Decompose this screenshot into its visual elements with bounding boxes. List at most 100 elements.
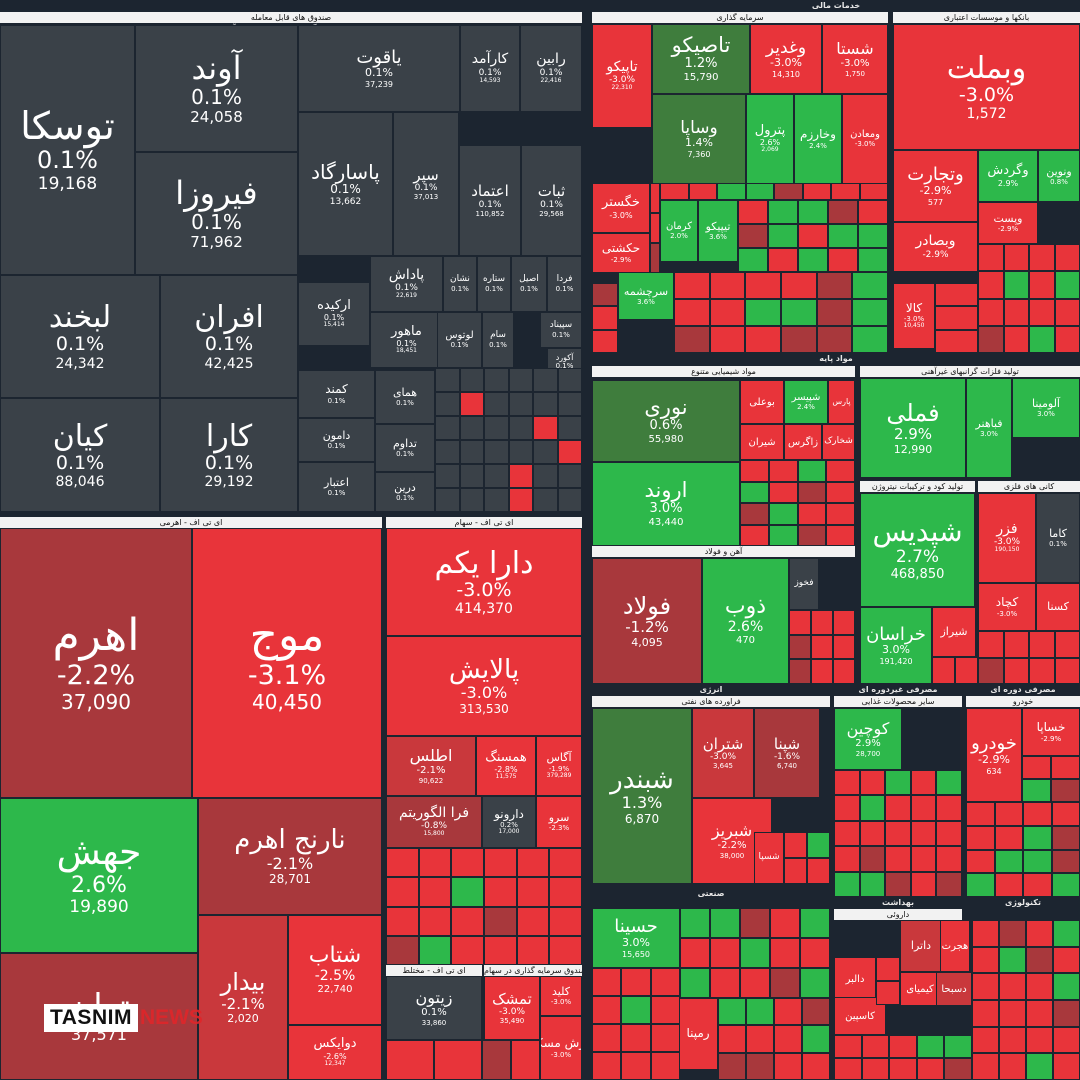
minor-tile[interactable] xyxy=(508,368,533,392)
minor-tile[interactable] xyxy=(966,825,995,850)
minor-tile[interactable] xyxy=(833,634,855,660)
minor-tile[interactable] xyxy=(484,935,517,965)
minor-tile[interactable] xyxy=(710,968,740,998)
tile-کیمیای[interactable]: کیمیای xyxy=(900,972,940,1006)
tile-تیپیکو[interactable]: تیپیکو 3.6% xyxy=(698,200,738,262)
tile-اروند[interactable]: اروند 3.0% 43,440 xyxy=(592,462,740,546)
minor-tile[interactable] xyxy=(709,272,746,299)
minor-tile[interactable] xyxy=(1053,1000,1080,1027)
minor-tile[interactable] xyxy=(516,877,550,907)
minor-tile[interactable] xyxy=(549,848,582,878)
tile-فولاد[interactable]: فولاد -1.2% 4,095 xyxy=(592,558,702,684)
minor-tile[interactable] xyxy=(621,996,651,1024)
minor-tile[interactable] xyxy=(972,1000,999,1027)
tile-بیدار[interactable]: بیدار -2.1% 2,020 xyxy=(198,915,288,1080)
minor-tile[interactable] xyxy=(994,873,1023,897)
minor-tile[interactable] xyxy=(834,1057,862,1080)
tile-سپر[interactable]: سپر 0.1% 37,013 xyxy=(393,112,459,256)
minor-tile[interactable] xyxy=(978,298,1004,326)
minor-tile[interactable] xyxy=(885,846,911,872)
minor-tile[interactable] xyxy=(533,440,558,464)
tile-آگاس[interactable]: آگاس -1.9% 379,289 xyxy=(536,736,582,796)
minor-tile[interactable] xyxy=(650,243,660,273)
minor-tile[interactable] xyxy=(858,248,888,272)
minor-tile[interactable] xyxy=(435,464,460,488)
tile-سرچشمه[interactable]: سرچشمه 3.6% xyxy=(618,272,674,320)
minor-tile[interactable] xyxy=(1022,779,1051,802)
tile-فردا[interactable]: فردا 0.1% xyxy=(547,256,582,312)
minor-tile[interactable] xyxy=(798,224,828,248)
minor-tile[interactable] xyxy=(1051,756,1080,779)
minor-tile[interactable] xyxy=(717,183,746,200)
minor-tile[interactable] xyxy=(674,299,710,326)
minor-tile[interactable] xyxy=(811,634,833,660)
minor-tile[interactable] xyxy=(833,659,855,684)
tile-خودرو[interactable]: خودرو -2.9% 634 xyxy=(966,708,1022,802)
tile-داترا[interactable]: داترا xyxy=(900,920,942,972)
minor-tile[interactable] xyxy=(936,846,962,872)
tile-رابین[interactable]: رابین 0.1% 22,416 xyxy=(520,25,582,112)
tile-دوایکس[interactable]: دوایکس -2.6% 12,347 xyxy=(288,1025,382,1080)
minor-tile[interactable] xyxy=(740,938,770,968)
minor-tile[interactable] xyxy=(650,1024,680,1052)
minor-tile[interactable] xyxy=(999,973,1026,1000)
minor-tile[interactable] xyxy=(710,908,740,938)
minor-tile[interactable] xyxy=(910,846,937,872)
minor-tile[interactable] xyxy=(451,906,484,936)
tile-ذوب[interactable]: ذوب 2.6% 470 xyxy=(702,558,789,684)
minor-tile[interactable] xyxy=(1026,1026,1053,1054)
tile-موج[interactable]: موج -3.1% 40,450 xyxy=(192,528,382,798)
tile-یاقوت[interactable]: یاقوت 0.1% 37,239 xyxy=(298,25,460,112)
minor-tile[interactable] xyxy=(435,440,460,464)
minor-tile[interactable] xyxy=(1053,920,1080,947)
minor-tile[interactable] xyxy=(916,1057,945,1080)
tile-تاصیکو[interactable]: تاصیکو 1.2% 15,790 xyxy=(652,24,750,94)
tile-شتران[interactable]: شتران -3.0% 3,645 xyxy=(692,708,754,798)
tile-سرو[interactable]: سرو -2.3% xyxy=(536,796,582,848)
tile-زیتون[interactable]: زیتون 0.1% 33,860 xyxy=(386,976,482,1040)
minor-tile[interactable] xyxy=(1003,657,1029,684)
minor-tile[interactable] xyxy=(833,610,855,635)
minor-tile[interactable] xyxy=(1026,920,1053,947)
tile-فباهنر[interactable]: فباهنر 3.0% xyxy=(966,378,1012,478)
minor-tile[interactable] xyxy=(910,871,937,897)
minor-tile[interactable] xyxy=(710,938,740,968)
minor-tile[interactable] xyxy=(797,503,827,525)
minor-tile[interactable] xyxy=(858,200,888,224)
minor-tile[interactable] xyxy=(774,998,802,1026)
minor-tile[interactable] xyxy=(516,935,550,965)
minor-tile[interactable] xyxy=(978,325,1004,353)
minor-tile[interactable] xyxy=(768,481,798,503)
minor-tile[interactable] xyxy=(994,825,1023,850)
tile-ارزش مسکن[interactable]: ارزش مسکن-3.0% xyxy=(540,1016,582,1080)
minor-tile[interactable] xyxy=(482,1040,511,1080)
minor-tile[interactable] xyxy=(1026,946,1053,974)
minor-tile[interactable] xyxy=(999,946,1026,974)
minor-tile[interactable] xyxy=(451,877,484,907)
minor-tile[interactable] xyxy=(831,183,860,200)
minor-tile[interactable] xyxy=(978,657,1004,684)
minor-tile[interactable] xyxy=(1003,631,1029,658)
minor-tile[interactable] xyxy=(784,832,807,858)
minor-tile[interactable] xyxy=(533,488,558,512)
minor-tile[interactable] xyxy=(910,770,937,796)
tile-شسپا[interactable]: شسپا xyxy=(754,832,784,884)
minor-tile[interactable] xyxy=(1051,802,1080,826)
minor-tile[interactable] xyxy=(834,1035,862,1058)
minor-tile[interactable] xyxy=(859,846,886,872)
minor-tile[interactable] xyxy=(533,392,558,416)
minor-tile[interactable] xyxy=(770,938,800,968)
tile-زاگرس[interactable]: زاگرس xyxy=(784,424,822,460)
tile-جهش[interactable]: جهش 2.6% 19,890 xyxy=(0,798,198,953)
minor-tile[interactable] xyxy=(800,908,830,938)
minor-tile[interactable] xyxy=(484,368,509,392)
tile-نوری[interactable]: نوری 0.6% 55,980 xyxy=(592,380,740,462)
tile-همای[interactable]: همای 0.1% xyxy=(375,370,435,424)
tile-وخارزم[interactable]: وخارزم 2.4% xyxy=(794,94,842,184)
minor-tile[interactable] xyxy=(770,908,800,938)
minor-tile[interactable] xyxy=(451,935,484,965)
minor-tile[interactable] xyxy=(718,1025,746,1053)
tile-حسینا[interactable]: حسینا 3.0% 15,650 xyxy=(592,908,680,968)
minor-tile[interactable] xyxy=(418,935,452,965)
minor-tile[interactable] xyxy=(994,849,1023,874)
